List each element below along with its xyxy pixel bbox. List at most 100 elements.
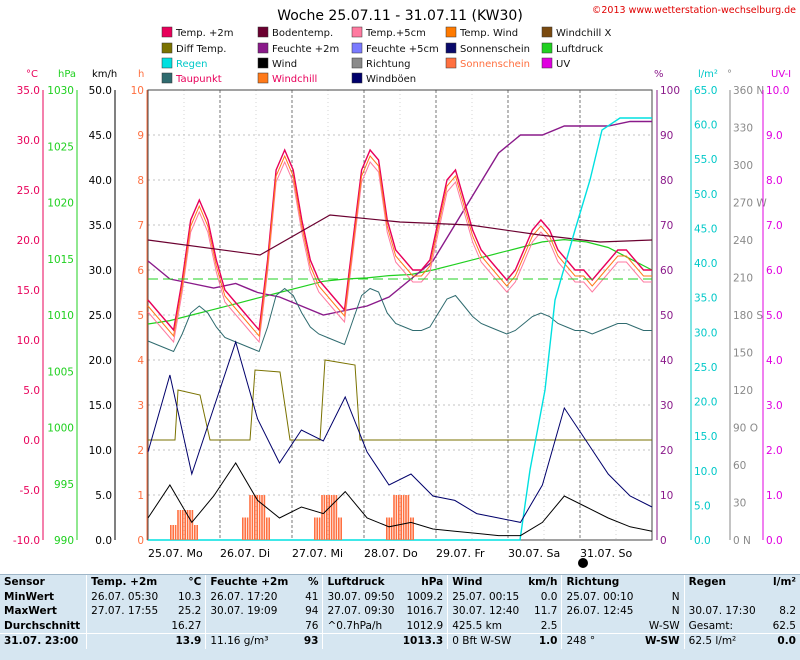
axis-tick-label: 7 — [137, 220, 144, 232]
axis-tick-label: 150 — [733, 348, 753, 360]
col-hum: Feuchte +2m — [205, 575, 293, 590]
axis-tick-label: 1 — [137, 490, 144, 502]
axis-tick-label: 20.0 — [17, 235, 40, 247]
legend-swatch — [445, 42, 457, 54]
series-sunshine-bar — [326, 495, 328, 540]
dir-min-value: N — [671, 590, 680, 603]
legend-label: Temp.+5cm — [365, 28, 426, 39]
press-max-date: 27.07. 09:30 — [322, 604, 399, 619]
axis-tick-label: 0.0 — [95, 535, 112, 547]
axis-tick-label: 80 — [660, 175, 673, 187]
temp-current-value: 13.9 — [163, 633, 206, 649]
rain-max-value: 8.2 — [779, 605, 796, 617]
col-hum-unit: % — [307, 576, 319, 588]
x-tick-label: 28.07. Do — [364, 547, 418, 560]
wind-max-value: 11.7 — [534, 605, 558, 617]
axis-tick-label: -5.0 — [20, 485, 41, 497]
dir-degrees: 248 ° — [561, 633, 638, 649]
x-tick-label: 30.07. Sa — [508, 547, 560, 560]
axis-tick-label: 10.0 — [89, 445, 112, 457]
axis-tick-label: 40.0 — [89, 175, 112, 187]
axis-tick-label: 990 — [54, 535, 74, 547]
axis-tick-label: 50 — [660, 310, 673, 322]
legend-swatch — [161, 26, 173, 38]
axis-tick-label: 100 — [660, 85, 680, 97]
series-sunshine-bar — [402, 495, 405, 540]
series-sunshine-bar — [249, 495, 251, 540]
wind-min-date: 25.07. 00:15 — [447, 589, 524, 604]
axis-unit-label: km/h — [92, 69, 117, 80]
chart-title: Woche 25.07.11 - 31.07.11 (KW30) — [277, 8, 523, 24]
hum-min-date: 26.07. 17:20 — [205, 589, 293, 604]
series-sunshine-bar — [194, 525, 196, 540]
axis-tick-label: 35.0 — [89, 220, 112, 232]
legend-swatch — [257, 26, 269, 38]
series-wind-gusts — [147, 340, 653, 523]
axis-tick-label: 0.0 — [766, 535, 783, 547]
series-sunshine-bar — [251, 495, 254, 540]
legend-label: Feuchte +2m — [272, 44, 339, 55]
axis-tick-label: 1005 — [47, 366, 74, 378]
series-humidity-2m — [147, 120, 652, 316]
rain-current-total: 62.5 l/m² — [683, 633, 760, 649]
series-dewpoint — [147, 287, 652, 353]
axis-tick-label: 45.0 — [694, 223, 717, 235]
axis-tick-label: 1030 — [47, 85, 74, 97]
axis-unit-label: % — [654, 69, 664, 80]
series-sunshine-bar — [186, 510, 189, 540]
axis-tick-label: 30.0 — [694, 327, 717, 339]
stats-row-min: MinWert 26.07. 05:30 10.3 26.07. 17:20 4… — [0, 589, 800, 604]
axis-tick-label: -10.0 — [13, 535, 40, 547]
col-press: Luftdruck — [322, 575, 399, 590]
series-sunshine-bar — [179, 510, 182, 540]
series-sunshine-bar — [172, 525, 174, 540]
legend-label: Richtung — [366, 59, 411, 70]
dir-avg-value: W-SW — [648, 619, 680, 632]
x-tick-label: 27.07. Mi — [292, 547, 343, 560]
stats-table: Sensor Temp. +2m °C Feuchte +2m % Luftdr… — [0, 575, 800, 649]
axis-tick-label: 15.0 — [17, 285, 40, 297]
series-sunshine-bar — [407, 495, 410, 540]
axis-tick-label: 2 — [137, 445, 144, 457]
wind-current-value: 1.0 — [523, 633, 562, 649]
axis-tick-label: 6 — [137, 265, 144, 277]
series-sunshine-bar — [340, 517, 342, 540]
axis-tick-label: 20 — [660, 445, 673, 457]
col-dir: Richtung — [561, 575, 638, 590]
legend-swatch — [541, 57, 553, 69]
axis-tick-label: 90 O — [733, 423, 758, 435]
rain-current-value: 0.0 — [759, 633, 800, 649]
axis-tick-label: 35.0 — [17, 85, 40, 97]
axis-tick-label: 55.0 — [694, 154, 717, 166]
axis-tick-label: 25.0 — [694, 362, 717, 374]
series-sunshine-bar — [405, 495, 407, 540]
series-sunshine-bar — [263, 495, 266, 540]
legend-swatch — [257, 72, 269, 84]
stats-header-row: Sensor Temp. +2m °C Feuchte +2m % Luftdr… — [0, 575, 800, 590]
axis-tick-label: 0 — [660, 535, 667, 547]
axis-tick-label: 300 — [733, 160, 753, 172]
col-temp-unit: °C — [188, 576, 202, 588]
col-rain-unit: l/m² — [773, 576, 796, 588]
legend-swatch — [257, 57, 269, 69]
legend-swatch — [161, 72, 173, 84]
series-sunshine-bar — [328, 495, 330, 540]
series-sunshine-bar — [333, 495, 335, 540]
axis-tick-label: 60 — [733, 460, 746, 472]
series-sunshine-bar — [398, 495, 400, 540]
axis-tick-label: 2.0 — [766, 445, 783, 457]
wind-max-date: 30.07. 12:40 — [447, 604, 524, 619]
weather-chart: Woche 25.07.11 - 31.07.11 (KW30) ©2013 ww… — [13, 5, 796, 568]
series-sunshine-bar — [196, 525, 198, 540]
hum-max-date: 30.07. 19:09 — [205, 604, 293, 619]
axis-tick-label: 0 — [137, 535, 144, 547]
series-sunshine-bar — [386, 517, 388, 540]
temp-max-date: 27.07. 17:55 — [86, 604, 164, 619]
legend-label: Feuchte +5cm — [366, 44, 439, 55]
series-sunshine-bar — [246, 517, 249, 540]
stats-row-avg: Durchschnitt 16.27 76 ^0.7hPa/h 1012.9 4… — [0, 618, 800, 634]
dir-current-value: W-SW — [637, 633, 685, 649]
press-min-value: 1009.2 — [406, 590, 444, 603]
axis-tick-label: 8.0 — [766, 175, 783, 187]
axis-tick-label: 270 W — [733, 198, 767, 210]
